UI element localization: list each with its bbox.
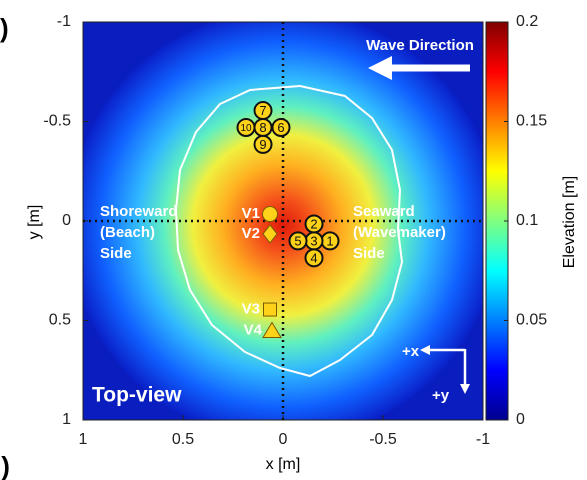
sensor-label: V4 <box>244 321 263 338</box>
plus-y-label: +y <box>432 387 450 404</box>
contour <box>175 85 403 377</box>
gauge-label: 5 <box>294 233 301 248</box>
colorbar-tick-label: 0 <box>516 411 525 428</box>
seaward-label: (Wavemaker) <box>353 224 446 241</box>
gauge-label: 2 <box>310 216 317 231</box>
gauge-label: 8 <box>259 120 266 135</box>
panel-label: ) <box>0 13 9 43</box>
x-tick-label: 0 <box>279 431 288 448</box>
x-tick-label: -1 <box>476 431 490 448</box>
y-tick-label: 0 <box>62 212 71 229</box>
sensor-label: V1 <box>242 205 260 222</box>
colorbar-tick-label: 0.2 <box>516 13 538 30</box>
colorbar-tick-label: 0.05 <box>516 312 547 329</box>
y-axis-label: y [m] <box>26 205 43 240</box>
gauge <box>236 117 256 137</box>
x-tick-label: 1 <box>79 431 88 448</box>
gauge <box>304 248 324 268</box>
axis-arrow-y-head <box>460 384 470 394</box>
top-view-label: Top-view <box>92 384 182 407</box>
gauge-label: 4 <box>310 250 317 265</box>
wave-direction: Wave Direction <box>366 37 474 54</box>
panel-label: l) <box>0 451 10 480</box>
x-axis-label: x [m] <box>266 456 301 473</box>
gauge-label: 7 <box>259 103 266 118</box>
seaward-label: Side <box>353 245 385 262</box>
shoreward-label: Side <box>100 245 132 262</box>
x-tick-label: -0.5 <box>369 431 397 448</box>
sensor <box>262 321 282 338</box>
sensor-label: V3 <box>242 301 260 318</box>
gauge-label: 6 <box>277 120 284 135</box>
gauge-label: 10 <box>240 123 252 134</box>
shoreward-label: (Beach) <box>100 224 155 241</box>
axis-arrow-x-head <box>420 345 430 355</box>
plus-x-label: +x <box>402 343 420 360</box>
y-tick-label: 0.5 <box>49 312 71 329</box>
gauge <box>253 134 273 154</box>
colorbar-tick-label: 0.15 <box>516 113 547 130</box>
sensor-label: V2 <box>242 225 260 242</box>
sensor <box>262 206 278 223</box>
sensor <box>262 224 278 244</box>
y-tick-label: -0.5 <box>43 113 71 130</box>
sensor <box>263 302 277 317</box>
shoreward-label: Shoreward <box>100 203 178 220</box>
y-tick-label: 1 <box>62 411 71 428</box>
colorbar-tick-label: 0.1 <box>516 212 538 229</box>
wave-arrow-head <box>368 56 392 80</box>
gauge-label: 1 <box>326 233 333 248</box>
gauge-label: 9 <box>259 137 266 152</box>
y-tick-label: -1 <box>57 13 71 30</box>
x-tick-label: 0.5 <box>172 431 194 448</box>
colorbar-label: Elevation [m] <box>561 176 578 268</box>
gauge-label: 3 <box>310 233 317 248</box>
seaward-label: Seaward <box>353 203 415 220</box>
gauge <box>288 231 308 251</box>
